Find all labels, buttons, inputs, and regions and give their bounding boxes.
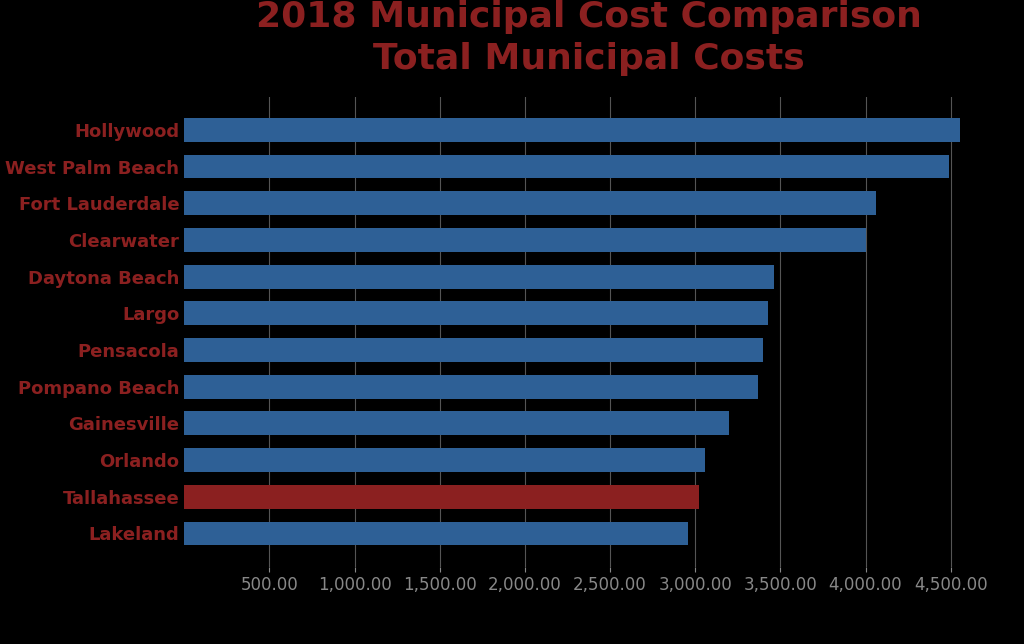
- Bar: [184, 522, 688, 545]
- Bar: [184, 191, 876, 215]
- Bar: [184, 485, 698, 509]
- Bar: [184, 412, 729, 435]
- Bar: [184, 338, 763, 362]
- Bar: [184, 265, 773, 289]
- Title: 2018 Municipal Cost Comparison
Total Municipal Costs: 2018 Municipal Cost Comparison Total Mun…: [256, 0, 922, 76]
- Bar: [184, 375, 758, 399]
- Bar: [184, 448, 706, 472]
- Bar: [184, 228, 865, 252]
- Bar: [184, 118, 961, 142]
- Bar: [184, 155, 949, 178]
- Bar: [184, 301, 768, 325]
